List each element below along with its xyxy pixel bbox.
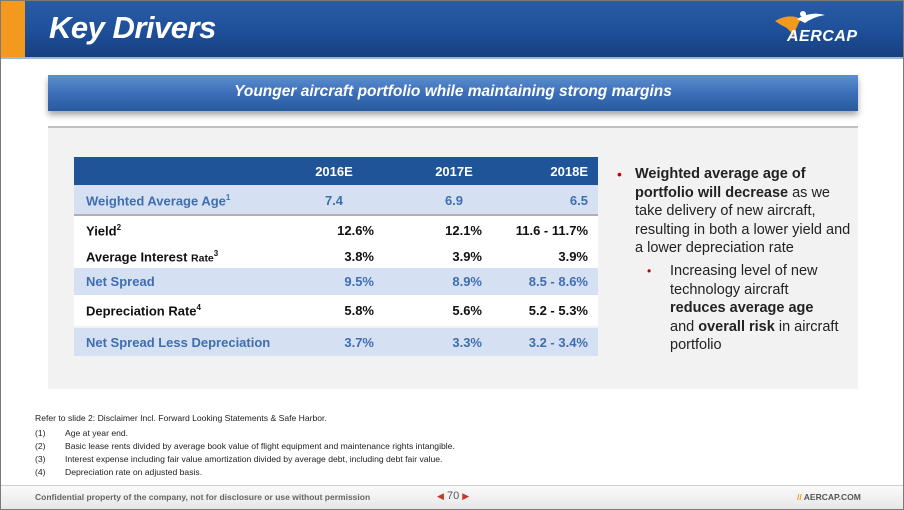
cell-2017: 12.1% [445,223,482,238]
header-bar: Key Drivers AERCAP [1,1,903,57]
cell-2018: 5.2 - 5.3% [528,303,588,318]
cell-2018: 11.6 - 11.7% [515,223,588,238]
footnote-number: (2) [35,441,46,451]
cell-2016: 12.6% [337,223,374,238]
row-label: Yield [86,223,117,239]
footnote-number: (1) [35,428,46,438]
cell-2016: 7.4 [324,193,344,208]
footnote-text: Depreciation rate on adjusted basis. [65,467,203,477]
sub-bullet-emphasis: overall risk [698,318,775,335]
footnote-marker: 2 [116,223,122,232]
row-label: Net Spread [86,274,155,289]
aercap-logo-icon [775,11,825,37]
table-row: Weighted Average Age1 7.4 6.9 6.5 [74,185,598,214]
table-row: Yield2 12.6% 12.1% 11.6 - 11.7% [74,214,598,244]
sub-bullet-text: in aircraft portfolio [670,318,839,354]
slash-icon: // [797,492,804,502]
cell-2016: 5.8% [344,303,374,318]
site-text: AERCAP.COM [803,492,861,502]
footnote-text: Age at year end. [65,428,129,438]
sub-bullet-dot-icon: • [647,264,652,278]
column-header-2018: 2018E [550,164,588,179]
prev-arrow-icon: ◀ [437,491,444,501]
sub-bullet-text: and [670,318,699,335]
cell-2018: 6.5 [569,193,588,208]
confidential-notice: Confidential property of the company, no… [35,492,371,502]
bullet-emphasis: Weighted average age of portfolio will d… [635,166,806,201]
table-header-row: 2016E 2017E 2018E [74,157,598,185]
cell-2017: 5.6% [452,303,482,318]
row-label: Weighted Average Age [86,193,226,209]
footnote-number: (4) [35,467,46,477]
cell-2017: 8.9% [452,274,482,289]
cell-2018: 8.5 - 8.6% [528,274,588,289]
footnote-marker: 1 [225,193,231,202]
footer-bar: Confidential property of the company, no… [1,485,903,509]
footnote-text: Interest expense including fair value am… [65,454,443,464]
row-label: Average Interest [86,249,192,265]
bullet-item: Weighted average age of portfolio will d… [635,165,853,258]
table-row: Depreciation Rate4 5.8% 5.6% 5.2 - 5.3% [74,295,598,326]
footnote-number: (3) [35,454,46,464]
row-label: Net Spread Less Depreciation [86,335,271,350]
footnote-text: Basic lease rents divided by average boo… [65,441,455,451]
banner: Younger aircraft portfolio while maintai… [48,75,858,111]
page-title: Key Drivers [49,10,216,45]
cell-2017: 3.3% [452,335,482,350]
bullet-dot-icon: • [617,166,622,182]
row-label-small: Rate [191,252,214,265]
footnote-marker: 4 [196,303,201,312]
cell-2016: 3.7% [344,335,374,350]
row-label: Depreciation Rate [86,303,197,319]
column-header-2017: 2017E [435,164,473,179]
accent-bar [1,1,25,57]
cell-2016: 9.5% [344,274,374,289]
banner-text: Younger aircraft portfolio while maintai… [234,83,672,100]
cell-2016: 3.8% [344,249,374,264]
page-number: ◀ 70 ▶ [437,490,469,502]
site-link[interactable]: // AERCAP.COM [797,492,861,502]
column-header-2016: 2016E [315,164,353,179]
footnote-intro: Refer to slide 2: Disclaimer Incl. Forwa… [35,413,327,423]
next-arrow-icon: ▶ [462,491,470,501]
table-row: Net Spread Less Depreciation 3.7% 3.3% 3… [74,328,598,356]
sub-bullet-text: Increasing level of new technology aircr… [670,263,818,298]
footnote-marker: 3 [213,249,219,258]
header-divider [1,57,903,59]
bullet-text: as we take delivery of new aircraft, res… [635,184,851,257]
table-row: Net Spread 9.5% 8.9% 8.5 - 8.6% [74,268,598,295]
cell-2017: 6.9 [444,193,464,208]
cell-2018: 3.2 - 3.4% [528,335,588,350]
logo-text: AERCAP [787,28,858,45]
sub-bullet-emphasis: reduces average age [670,300,814,317]
cell-2018: 3.9% [558,249,588,264]
table-row: Average Interest Rate3 3.8% 3.9% 3.9% [74,244,598,271]
cell-2017: 3.9% [452,249,482,264]
page-number-text: 70 [446,490,460,502]
sub-bullet-item: Increasing level of new technology aircr… [670,262,840,355]
